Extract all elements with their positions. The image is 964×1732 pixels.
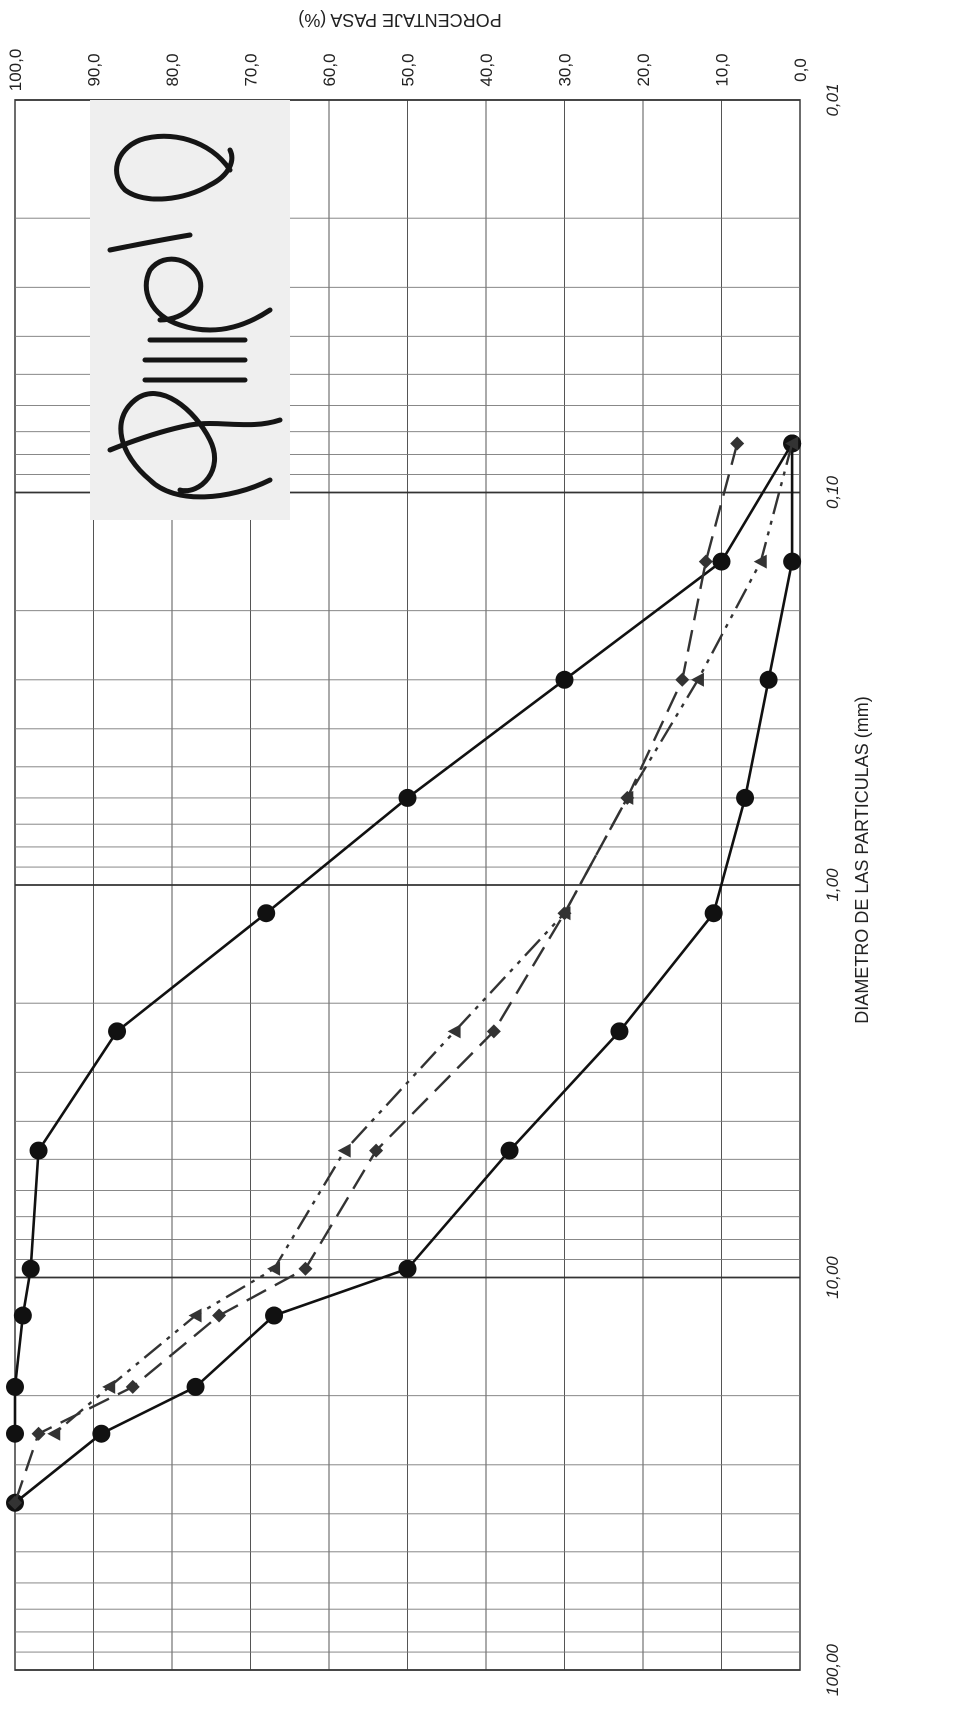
data-point xyxy=(31,1426,46,1441)
data-point xyxy=(108,1022,127,1041)
data-point xyxy=(257,904,276,923)
data-point xyxy=(298,1261,313,1276)
data-point xyxy=(29,1141,48,1160)
data-point xyxy=(188,1308,202,1323)
series-line-2 xyxy=(14,443,794,1504)
data-point xyxy=(125,1379,140,1394)
data-point xyxy=(500,1141,519,1160)
data-point xyxy=(620,790,634,805)
y-tick-label: 0,0 xyxy=(791,58,810,82)
x-tick-label: 0,01 xyxy=(823,83,842,116)
y-tick-label: 50,0 xyxy=(399,53,418,86)
series-line-1 xyxy=(13,442,794,1434)
data-point xyxy=(447,1024,461,1039)
data-point xyxy=(398,788,417,807)
data-point xyxy=(698,554,713,569)
data-point xyxy=(486,1024,501,1039)
data-point xyxy=(555,670,574,689)
y-tick-label: 40,0 xyxy=(477,53,496,86)
y-tick-label: 100,0 xyxy=(6,49,25,92)
data-point xyxy=(21,1259,40,1278)
y-tick-label: 10,0 xyxy=(713,53,732,86)
y-axis-title: PORCENTAJE PASA (%) xyxy=(298,10,501,30)
x-tick-label: 100,00 xyxy=(823,1643,842,1696)
y-tick-label: 30,0 xyxy=(556,53,575,86)
series-line-4 xyxy=(53,443,794,1435)
data-point xyxy=(6,1424,24,1443)
x-axis-title: DIAMETRO DE LAS PARTICULAS (mm) xyxy=(852,696,872,1023)
data-point xyxy=(47,1426,61,1441)
data-point xyxy=(186,1377,205,1396)
data-point xyxy=(13,1306,32,1325)
data-point xyxy=(704,904,723,923)
series-line-3 xyxy=(13,443,739,1504)
data-point xyxy=(267,1261,281,1276)
x-tick-label: 10,00 xyxy=(823,1256,842,1299)
y-tick-label: 60,0 xyxy=(320,53,339,86)
y-tick-label: 20,0 xyxy=(634,53,653,86)
data-point xyxy=(753,554,767,569)
data-point xyxy=(610,1022,629,1041)
data-point xyxy=(783,552,802,571)
y-tick-label: 80,0 xyxy=(163,53,182,86)
data-point xyxy=(398,1259,417,1278)
data-point xyxy=(265,1306,284,1325)
series xyxy=(6,434,802,1512)
data-point xyxy=(759,670,778,689)
data-point xyxy=(736,788,755,807)
data-point xyxy=(557,906,571,921)
data-point xyxy=(337,1143,351,1158)
x-tick-label: 1,00 xyxy=(823,868,842,902)
data-point xyxy=(712,552,731,571)
data-point xyxy=(730,436,745,451)
data-point xyxy=(369,1143,384,1158)
data-point xyxy=(8,1495,22,1510)
tick-labels: 0,010,020,030,040,050,060,070,080,090,01… xyxy=(6,49,842,1696)
data-point xyxy=(212,1308,227,1323)
data-point xyxy=(785,436,799,451)
data-point xyxy=(102,1379,116,1394)
data-point xyxy=(6,1377,24,1396)
data-point xyxy=(690,672,704,687)
data-point xyxy=(92,1424,111,1443)
y-tick-label: 70,0 xyxy=(242,53,261,86)
signature-stamp xyxy=(90,100,290,520)
x-tick-label: 0,10 xyxy=(823,475,842,509)
y-tick-label: 90,0 xyxy=(85,53,104,86)
data-point xyxy=(675,672,690,687)
